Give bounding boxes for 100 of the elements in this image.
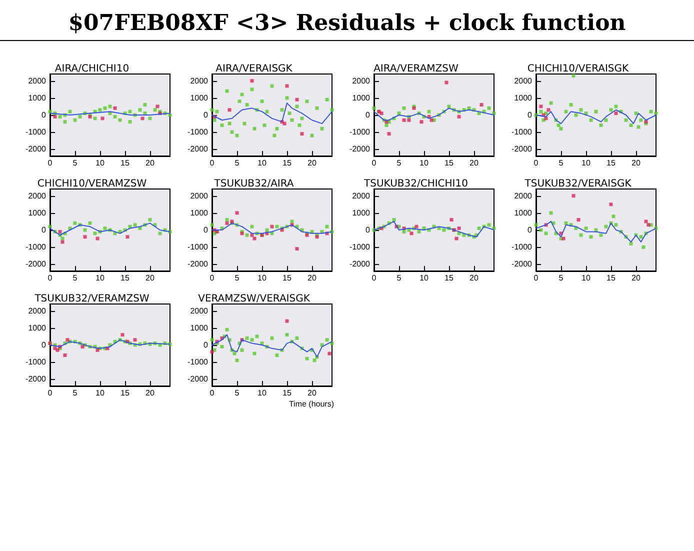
y-tick-label: -1000 [350,128,371,137]
x-tick-label: 15 [282,158,292,168]
y-tick-label: 2000 [190,191,209,200]
x-tick-label: 10 [258,388,267,398]
x-tick-label: 10 [96,274,105,282]
x-tick-label: 20 [146,388,155,398]
y-tick-label: 2000 [514,191,533,200]
y-tick-label: 2000 [352,76,371,86]
y-tick-label: 1000 [514,208,533,218]
y-tick-label: -1000 [350,242,371,252]
y-tick-label: 0 [204,340,209,350]
x-tick-label: 15 [120,388,130,398]
x-tick-label: 10 [258,158,267,168]
y-tick-label: 1000 [28,323,47,332]
x-tick-label: 5 [396,158,402,168]
x-tick-label: 0 [372,158,377,168]
y-tick-label: 1000 [352,93,371,102]
y-tick-label: 2000 [352,191,371,200]
y-tick-label: -2000 [188,260,209,269]
x-tick-label: 15 [444,274,454,282]
y-tick-label: 1000 [28,208,47,218]
y-tick-label: -2000 [350,144,371,154]
y-tick-label: 2000 [28,306,47,316]
y-tick-label: 0 [42,340,47,350]
chart-title: AIRA/VERAISGK [216,64,293,74]
y-tick-label: 1000 [514,93,533,102]
y-tick-label: 0 [528,226,533,234]
chart-title: TSUKUB32/CHICHI10 [363,178,468,190]
y-tick-label: 1000 [190,208,209,218]
y-tick-label: -2000 [350,260,371,269]
x-tick-label: 5 [234,274,240,282]
x-tick-label: 10 [96,158,105,168]
x-tick-label: 0 [210,274,215,282]
x-tick-label: 15 [120,274,130,282]
x-tick-label: 5 [72,158,78,168]
x-tick-label: 5 [396,274,402,282]
x-tick-label: 20 [632,158,641,168]
chart-title: CHICHI10/VERAMZSW [37,178,147,190]
y-tick-label: -2000 [26,374,47,384]
y-tick-label: -1000 [26,242,47,252]
y-tick-label: 0 [42,226,47,234]
x-tick-label: 5 [558,158,564,168]
y-tick-label: -2000 [26,144,47,154]
y-tick-label: 1000 [190,93,209,102]
y-tick-label: 1000 [28,93,47,102]
y-tick-label: -1000 [188,242,209,252]
y-tick-label: 0 [42,110,47,120]
x-tick-label: 20 [146,158,155,168]
x-tick-label: 0 [210,388,215,398]
chart-title: CHICHI10/VERAISGK [527,64,630,74]
x-tick-label: 20 [470,274,479,282]
y-tick-label: 0 [204,110,209,120]
x-tick-label: 0 [534,274,539,282]
y-tick-label: -1000 [512,242,533,252]
y-tick-label: -2000 [26,260,47,269]
text: $07FEB08XF <3> Residuals + clock function [67,10,627,36]
x-tick-label: 0 [372,274,377,282]
x-tick-label: 10 [420,274,429,282]
y-tick-label: 0 [204,226,209,234]
chart-title: TSUKUB32/AIRA [213,178,294,190]
chart-title: AIRA/VERAMZSW [374,64,459,74]
x-tick-label: 20 [308,158,317,168]
x-tick-label: 5 [72,274,78,282]
y-tick-label: 0 [528,110,533,120]
y-tick-label: -2000 [512,260,533,269]
x-tick-label: 20 [308,388,317,398]
chart-title: TSUKUB32/VERAISGK [524,178,632,190]
x-tick-label: 5 [234,158,240,168]
y-tick-label: 0 [366,110,371,120]
x-tick-label: 10 [582,158,591,168]
y-tick-label: -1000 [26,358,47,367]
y-tick-label: -1000 [188,358,209,367]
y-tick-label: -2000 [512,144,533,154]
y-tick-label: 1000 [352,208,371,218]
x-tick-label: 10 [96,388,105,398]
x-tick-label: 0 [534,158,539,168]
x-tick-label: 20 [308,274,317,282]
x-tick-label: 0 [48,158,53,168]
x-tick-label: 15 [282,388,292,398]
y-tick-label: 2000 [28,76,47,86]
y-tick-label: -1000 [512,128,533,137]
x-tick-label: 0 [48,274,53,282]
chart-title: VERAMZSW/VERAISGK [198,294,310,304]
x-tick-label: 0 [210,158,215,168]
x-tick-label: 15 [120,158,130,168]
x-tick-label: 20 [470,158,479,168]
x-tick-label: 5 [558,274,564,282]
x-tick-label: 5 [234,388,240,398]
y-tick-label: -2000 [188,374,209,384]
x-tick-label: 15 [606,274,616,282]
x-tick-label: 10 [582,274,591,282]
y-tick-label: -1000 [26,128,47,137]
y-tick-label: 2000 [514,76,533,86]
x-axis-title: Time (hours) [288,400,334,408]
y-tick-label: 2000 [28,191,47,200]
chart-title: AIRA/CHICHI10 [54,64,130,74]
y-tick-label: 2000 [190,76,209,86]
x-tick-label: 15 [282,274,292,282]
x-tick-label: 10 [420,158,429,168]
y-tick-label: -2000 [188,144,209,154]
